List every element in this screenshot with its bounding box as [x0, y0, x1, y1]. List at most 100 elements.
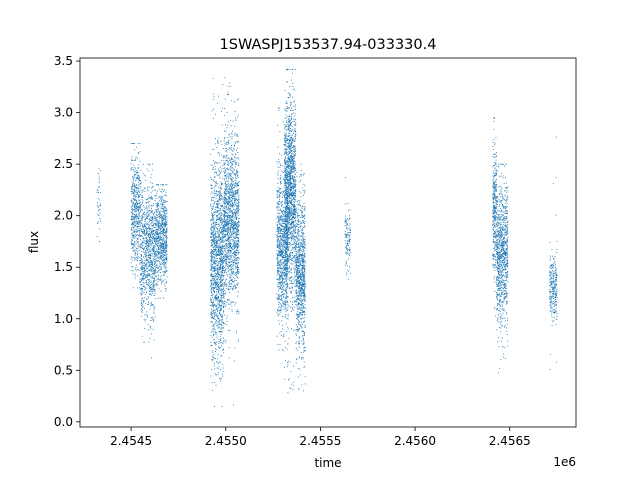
data-point — [225, 184, 227, 185]
data-point — [236, 231, 238, 233]
data-point — [229, 236, 231, 238]
data-point — [154, 261, 156, 263]
data-point — [148, 302, 150, 304]
data-point — [210, 331, 212, 333]
data-point — [211, 260, 213, 262]
data-point — [219, 197, 220, 198]
data-point — [212, 208, 213, 210]
data-point — [141, 230, 142, 232]
data-point — [224, 173, 226, 175]
data-point — [157, 224, 159, 225]
data-point — [231, 255, 233, 256]
data-point — [279, 246, 281, 248]
data-point — [165, 229, 167, 231]
data-point — [220, 277, 221, 278]
data-point — [212, 318, 214, 320]
data-point — [214, 282, 216, 284]
data-point — [216, 254, 218, 256]
data-point — [151, 284, 153, 285]
data-point — [216, 267, 218, 269]
data-point — [164, 246, 166, 248]
data-point — [217, 239, 219, 241]
data-point — [148, 273, 150, 275]
data-point — [146, 267, 147, 269]
data-point — [147, 315, 148, 317]
data-point — [218, 271, 220, 273]
data-point — [232, 249, 234, 250]
data-point — [237, 189, 239, 191]
data-point — [219, 246, 221, 247]
data-point — [140, 235, 142, 237]
data-point — [159, 248, 161, 250]
data-point — [228, 196, 230, 198]
data-point — [159, 232, 161, 234]
data-point — [141, 298, 143, 299]
data-point — [142, 209, 143, 211]
data-point — [219, 260, 221, 262]
data-point — [147, 232, 149, 234]
data-point — [137, 287, 138, 289]
data-point — [154, 263, 156, 265]
data-point — [214, 171, 216, 173]
data-point — [150, 287, 152, 289]
data-point — [218, 238, 220, 240]
data-point — [158, 257, 160, 259]
data-point — [131, 186, 133, 187]
data-point — [233, 228, 234, 230]
data-point — [165, 221, 166, 223]
data-point — [221, 272, 223, 274]
data-point — [217, 205, 219, 207]
data-point — [229, 147, 231, 149]
data-point — [210, 252, 212, 254]
data-point — [157, 204, 159, 206]
data-point — [156, 230, 158, 232]
data-point — [145, 256, 147, 258]
data-point — [227, 221, 229, 223]
data-point — [226, 219, 228, 221]
data-point — [227, 222, 228, 224]
data-point — [216, 253, 217, 255]
data-point — [231, 261, 232, 263]
data-point — [228, 258, 230, 260]
data-point — [155, 258, 157, 259]
data-point — [230, 191, 232, 193]
data-point — [134, 210, 136, 212]
data-point — [152, 285, 154, 287]
data-point — [143, 234, 145, 236]
data-point — [150, 220, 152, 222]
data-point — [152, 283, 154, 285]
data-point — [222, 256, 224, 258]
data-point — [162, 203, 163, 205]
data-point — [219, 254, 221, 256]
data-point — [217, 183, 219, 185]
data-point — [138, 199, 140, 201]
data-point — [237, 182, 239, 184]
data-point — [219, 253, 221, 255]
data-point — [234, 223, 236, 225]
data-point — [231, 211, 233, 213]
data-point — [219, 170, 221, 172]
data-point — [165, 191, 167, 193]
data-point — [133, 234, 134, 236]
data-point — [148, 215, 150, 217]
data-point — [165, 256, 167, 258]
data-point — [132, 209, 134, 211]
data-point — [151, 234, 153, 236]
data-point — [159, 210, 161, 212]
data-point — [210, 375, 212, 377]
data-point — [220, 249, 221, 251]
data-point — [232, 205, 234, 207]
data-point — [233, 281, 234, 283]
data-point — [213, 354, 215, 356]
data-point — [165, 281, 167, 283]
data-point — [161, 246, 163, 248]
data-point — [134, 277, 136, 279]
data-point — [230, 248, 232, 250]
data-point — [220, 140, 222, 142]
data-point — [216, 285, 218, 287]
data-point — [213, 339, 215, 341]
data-point — [132, 182, 134, 184]
data-point — [214, 210, 216, 212]
data-point — [211, 278, 213, 280]
data-point — [155, 227, 157, 229]
